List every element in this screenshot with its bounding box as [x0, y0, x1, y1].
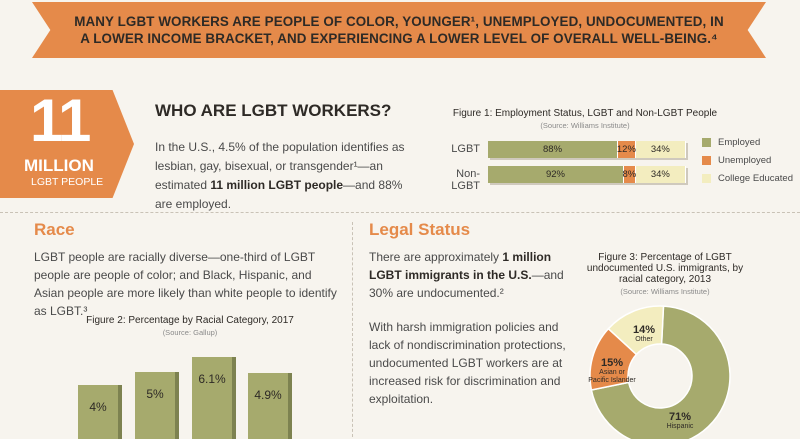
- column-divider: [352, 222, 353, 439]
- figure2-bar-label: 6.1%: [198, 372, 226, 386]
- race-paragraph: LGBT people are racially diverse—one-thi…: [34, 250, 337, 318]
- figure3-source: (Source: Williams Institute): [620, 287, 710, 296]
- figure1-legend-item: Employed: [702, 137, 793, 148]
- figure3-slice-name: Asian or Pacific Islander: [588, 369, 636, 384]
- figure1-segment: 92%: [488, 166, 624, 183]
- figure2-source: (Source: Gallup): [162, 328, 218, 337]
- legend-label: College Educated: [718, 173, 793, 184]
- who-text-1: In the U.S., 4.5% of the population iden…: [155, 140, 405, 192]
- figure2-bar-label: 4%: [89, 400, 107, 415]
- figure2-bar-label: 5%: [146, 386, 164, 401]
- who-heading: WHO ARE LGBT WORKERS?: [155, 101, 392, 120]
- legend-swatch: [702, 156, 711, 165]
- figure3-slice-label: 15% Asian or Pacific Islander: [588, 357, 636, 385]
- figure2-title: Figure 2: Percentage by Racial Category,…: [86, 315, 294, 326]
- legal-bold: 1 million LGBT immigrants in the U.S.: [369, 250, 552, 282]
- legal-text-1: There are approximately: [369, 250, 503, 264]
- legal-paragraph: There are approximately 1 million LGBT i…: [369, 248, 569, 302]
- figure1-segment: 34%: [635, 166, 686, 183]
- figure2-bar: [192, 357, 232, 439]
- who-paragraph: In the U.S., 4.5% of the population iden…: [155, 138, 410, 214]
- figure3-slice-name: Hispanic: [666, 423, 694, 430]
- headline-text: MANY LGBT WORKERS ARE PEOPLE OF COLOR, Y…: [74, 14, 724, 46]
- figure1-title: Figure 1: Employment Status, LGBT and No…: [452, 108, 718, 119]
- badge-million: MILLION: [24, 156, 94, 175]
- race-heading: Race: [34, 220, 75, 239]
- legend-label: Employed: [718, 137, 761, 148]
- who-bold: 11 million LGBT people: [210, 178, 344, 192]
- figure3-slice-value: 15%: [600, 357, 624, 369]
- figure3-slice-hispanic: [590, 305, 731, 439]
- figure1-category-label: Non-LGBT: [451, 168, 480, 192]
- figure3-slice-label: 14% Other: [620, 324, 668, 344]
- figure1-segment: 34%: [635, 141, 686, 158]
- figure3-slice-label: 71% Hispanic: [656, 411, 704, 431]
- figure3-slice-name: Other: [635, 336, 653, 343]
- figure2-bar-label: 4.9%: [254, 388, 282, 403]
- stat-badge: 11 MILLION LGBT PEOPLE: [0, 90, 134, 198]
- figure1-header: Figure 1: Employment Status, LGBT and No…: [440, 108, 730, 130]
- figure1-bar: 88% 12% 34%: [488, 141, 686, 158]
- figure1-bar: 92% 8% 34%: [488, 166, 686, 183]
- figure1-segment: 88%: [488, 141, 619, 158]
- figure1-category-label: LGBT: [451, 143, 480, 155]
- figure2-bar: [135, 371, 175, 439]
- figure3-slice-value: 14%: [632, 324, 656, 336]
- figure1-legend: Employed Unemployed College Educated: [702, 137, 793, 191]
- who-text-2: —and 88% are employed.: [155, 178, 403, 211]
- figure3-title: Figure 3: Percentage of LGBT undocumente…: [586, 252, 744, 285]
- figure3-slice-other: [607, 305, 665, 356]
- figure2-bar: [248, 373, 288, 439]
- legal-text-2: —and 30% are undocumented.²: [369, 268, 564, 300]
- legal-heading: Legal Status: [369, 220, 471, 239]
- legend-label: Unemployed: [718, 155, 772, 166]
- badge-number: 11: [30, 87, 91, 154]
- figure1-segment: 8%: [622, 166, 636, 183]
- figure1-source: (Source: Williams Institute): [540, 121, 630, 130]
- figure1-legend-item: College Educated: [702, 173, 793, 184]
- figure3-slice-value: 71%: [668, 411, 692, 423]
- figure1-segment: 12%: [617, 141, 636, 158]
- headline-banner: MANY LGBT WORKERS ARE PEOPLE OF COLOR, Y…: [32, 2, 766, 58]
- legal-paragraph-2: With harsh immigration policies and lack…: [369, 320, 566, 406]
- badge-label: LGBT PEOPLE: [31, 176, 104, 188]
- figure2-bar: [78, 385, 118, 439]
- figure2-header: Figure 2: Percentage by Racial Category,…: [60, 315, 320, 337]
- section-divider: [0, 212, 800, 213]
- legend-swatch: [702, 174, 711, 183]
- figure3-header: Figure 3: Percentage of LGBT undocumente…: [575, 252, 755, 296]
- legend-swatch: [702, 138, 711, 147]
- figure1-legend-item: Unemployed: [702, 155, 793, 166]
- figure3-donut: [589, 305, 731, 439]
